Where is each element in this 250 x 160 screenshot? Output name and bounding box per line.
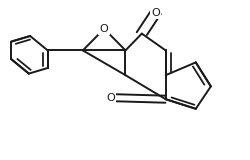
Text: O: O — [106, 93, 114, 103]
Text: O: O — [151, 8, 159, 18]
Text: O: O — [100, 24, 108, 34]
